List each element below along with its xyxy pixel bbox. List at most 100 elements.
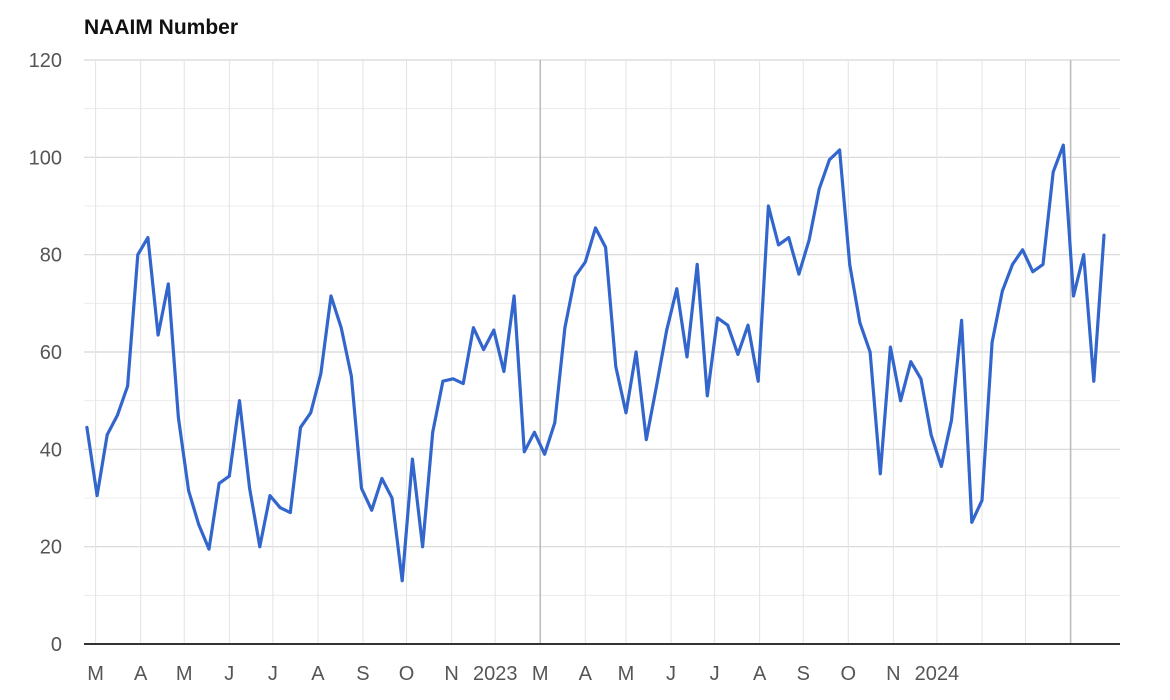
data-point [370,508,374,512]
major-gridlines [84,59,1120,644]
y-tick-label: 40 [40,439,62,461]
data-point [736,353,740,356]
data-point [299,426,302,429]
data-point [390,496,394,500]
data-point [716,316,719,320]
data-point [563,326,567,330]
y-tick-label: 100 [29,147,62,169]
data-point [258,545,262,549]
data-point [116,413,119,417]
data-point [695,263,699,266]
data-point [400,579,404,583]
x-tick-label: M [176,663,193,685]
data-point [655,384,658,388]
data-point [543,452,546,456]
data-point [838,148,841,152]
data-point [492,328,496,332]
data-point [685,355,689,359]
data-point [319,372,323,376]
data-point [522,450,526,454]
data-point [207,547,211,551]
data-point [1000,289,1004,293]
data-point [197,523,201,527]
y-tick-label: 0 [51,634,62,656]
x-tick-label: A [579,663,593,685]
chart-title: NAAIM Number [84,16,239,39]
data-point [451,377,455,381]
data-point [624,411,628,415]
data-point [756,379,760,383]
data-point [146,236,150,240]
y-tick-label: 120 [29,50,62,72]
data-point [1061,143,1065,147]
data-point [1011,263,1014,266]
data-point [868,350,872,354]
data-point [309,411,313,415]
x-tick-label: J [710,663,720,685]
data-point [1092,379,1096,383]
data-point [411,457,414,461]
data-point [909,360,913,364]
y-tick-label: 20 [40,537,62,559]
data-point [288,511,292,514]
data-point [573,275,577,278]
data-point [960,319,963,322]
data-point [939,465,943,468]
data-point [248,486,252,490]
x-tick-label: N [886,663,900,685]
data-point [136,253,140,257]
data-point [858,321,862,325]
minor-gridlines [84,108,1120,596]
data-point [156,333,160,337]
data-point [1072,294,1075,298]
data-point [634,350,638,354]
data-point [278,506,282,510]
data-point [614,365,618,368]
x-tick-label: O [399,663,415,685]
x-tick-label: J [268,663,278,685]
data-point [889,345,892,349]
data-point [746,323,750,327]
data-point [848,263,852,266]
data-point [878,472,882,476]
data-point [431,430,435,434]
data-point [268,494,272,497]
data-point [594,226,597,230]
data-point [472,326,475,330]
data-point [339,326,343,330]
data-point [899,399,902,403]
data-point [350,374,353,378]
data-point [1021,248,1024,252]
x-tick-label: A [134,663,148,685]
x-tick-label: J [224,663,234,685]
data-point [604,246,607,249]
data-point [828,158,831,162]
data-point [166,282,170,286]
data-point [553,421,557,424]
data-point [777,243,780,247]
x-tick-label: A [311,663,325,685]
data-point [187,489,191,493]
data-point [512,294,516,298]
data-point [1031,270,1035,274]
data-point [797,272,801,276]
x-tick-label: O [841,663,857,685]
x-tick-label: M [87,663,104,685]
data-point [177,416,180,420]
data-point [461,382,465,385]
data-point [533,430,536,434]
data-point [238,399,241,403]
data-point [227,474,231,478]
x-tick-label: N [444,663,458,685]
data-point [980,499,984,502]
data-point [85,426,89,429]
data-point [105,433,109,437]
x-tick-label: S [356,663,369,685]
data-point [217,482,221,485]
y-tick-label: 80 [40,245,62,267]
data-point [950,418,953,422]
data-point [421,545,424,549]
data-point [929,433,933,437]
data-point [767,204,770,208]
